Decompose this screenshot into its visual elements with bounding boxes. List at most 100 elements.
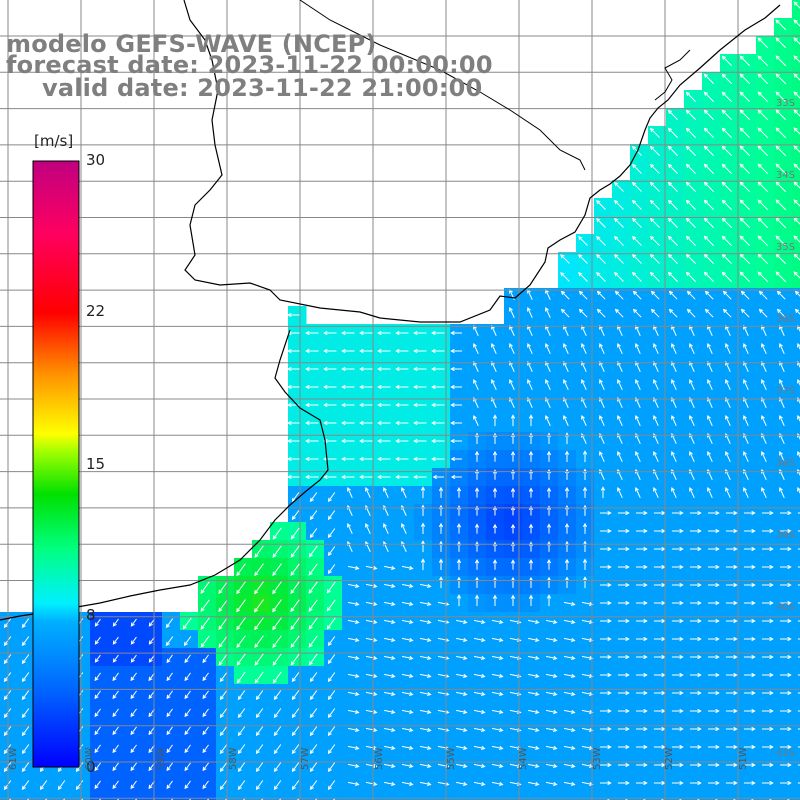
wind-arrow — [581, 727, 593, 732]
wind-arrow-head — [793, 37, 798, 42]
wind-arrow-head — [528, 594, 534, 599]
wind-arrow-head — [290, 535, 295, 540]
wind-arrow-head — [431, 438, 436, 444]
wind-arrow-head — [391, 727, 396, 733]
wind-arrow-head — [571, 619, 576, 625]
wind-arrow-head — [218, 661, 223, 666]
wind-arrow-head — [499, 709, 504, 715]
wind-arrow-head — [564, 558, 570, 564]
wind-arrow-head — [721, 271, 726, 276]
wind-arrow-head — [499, 637, 504, 643]
wind-arrow-head — [474, 469, 480, 474]
wind-arrow-head — [607, 654, 612, 660]
wind-arrow-head — [450, 474, 456, 480]
wind-arrow-head — [733, 744, 738, 750]
wind-arrow-head — [643, 600, 648, 606]
wind-arrow — [184, 654, 191, 663]
wind-arrow — [22, 618, 30, 628]
wind-arrow-head — [355, 583, 360, 589]
wind-arrow-head — [686, 290, 692, 296]
wind-arrow-head — [578, 308, 584, 314]
wind-arrow-head — [667, 271, 673, 277]
wind-arrow-head — [359, 348, 364, 354]
wind-arrow-head — [733, 582, 738, 588]
wind-arrow-head — [546, 487, 552, 492]
wind-arrow-head — [649, 199, 655, 205]
speed-cell — [396, 792, 415, 800]
wind-arrow-head — [607, 690, 612, 696]
wind-arrow-head — [236, 625, 241, 631]
wind-arrow-head — [571, 655, 576, 661]
wind-arrow-head — [510, 487, 516, 492]
wind-arrow — [617, 343, 623, 355]
wind-arrow-head — [643, 672, 648, 678]
wind-arrow-head — [365, 523, 369, 528]
wind-arrow-head — [775, 55, 780, 60]
wind-arrow-head — [607, 564, 612, 570]
wind-arrow-head — [3, 623, 8, 629]
wind-arrow — [687, 309, 696, 318]
wind-arrow-head — [563, 361, 567, 366]
wind-arrow — [545, 655, 557, 660]
wind-arrow — [94, 762, 101, 771]
wind-arrow — [383, 565, 395, 570]
wind-arrow-head — [254, 553, 259, 558]
wind-arrow-head — [377, 402, 382, 408]
wind-arrow-head — [739, 145, 744, 150]
wind-arrow — [704, 200, 714, 210]
wind-arrow-head — [112, 640, 117, 645]
speed-cell — [216, 792, 235, 800]
wind-arrow — [671, 325, 677, 337]
wind-arrow — [383, 673, 395, 678]
wind-arrow-head — [327, 767, 332, 773]
wind-arrow — [563, 379, 569, 391]
wind-arrow-head — [617, 361, 621, 366]
wind-arrow-head — [725, 451, 729, 456]
wind-arrow-head — [112, 784, 117, 790]
wind-arrow-head — [625, 618, 630, 624]
wind-arrow-head — [218, 607, 223, 613]
wind-arrow-head — [391, 583, 396, 589]
wind-arrow — [491, 325, 497, 337]
wind-arrow — [632, 200, 642, 210]
wind-arrow-head — [617, 487, 621, 492]
wind-arrow-head — [395, 420, 400, 426]
wind-arrow — [254, 653, 264, 666]
wind-arrow-head — [703, 127, 708, 132]
wind-arrow — [757, 109, 769, 121]
wind-arrow-head — [643, 636, 648, 642]
wind-arrow — [797, 487, 800, 495]
wind-arrow — [740, 253, 751, 265]
wind-arrow-head — [779, 379, 783, 384]
speed-cell — [792, 738, 800, 757]
wind-arrow — [527, 379, 533, 391]
wind-arrow-head — [413, 402, 418, 408]
wind-arrow — [635, 325, 641, 337]
wind-arrow — [671, 451, 677, 463]
wind-arrow-head — [200, 607, 205, 612]
wind-arrow — [184, 690, 191, 699]
wind-arrow-head — [510, 523, 516, 529]
wind-arrow — [686, 254, 696, 264]
wind-arrow — [290, 545, 300, 558]
wind-arrow — [614, 218, 624, 228]
wind-arrow-head — [553, 637, 558, 643]
wind-arrow — [419, 655, 431, 660]
wind-arrow-head — [769, 744, 774, 750]
wind-arrow-head — [327, 659, 332, 665]
wind-arrow-head — [679, 600, 684, 606]
wind-arrow-head — [546, 594, 552, 599]
speed-cell — [576, 792, 595, 800]
wind-arrow-head — [427, 763, 432, 769]
wind-arrow — [290, 581, 300, 594]
wind-arrow — [328, 708, 336, 718]
wind-arrow-head — [527, 307, 531, 312]
speed-cell — [54, 792, 73, 800]
wind-arrow — [722, 271, 732, 283]
wind-arrow-head — [668, 308, 674, 314]
wind-arrow-head — [481, 781, 486, 787]
wind-arrow — [238, 744, 246, 754]
wind-arrow — [704, 74, 714, 84]
wind-arrow-head — [509, 379, 513, 384]
wind-arrow — [347, 655, 359, 660]
